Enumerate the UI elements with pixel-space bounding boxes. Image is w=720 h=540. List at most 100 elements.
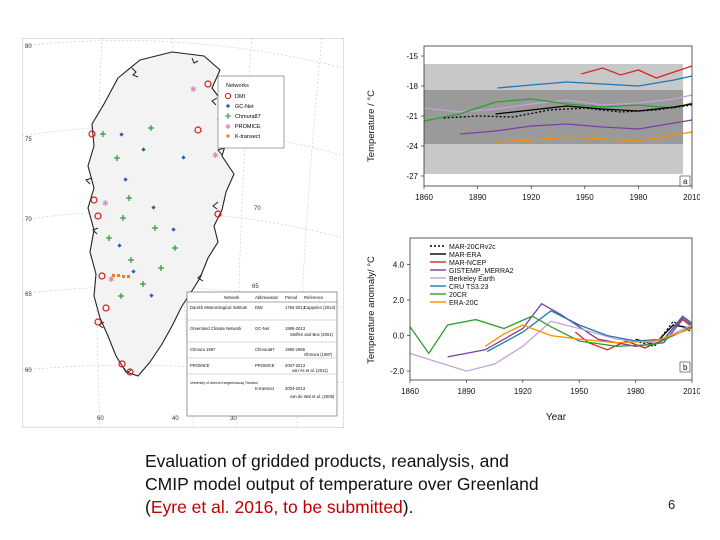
chart-b-xtick-label: 1920: [514, 387, 532, 396]
chart-b-ytick-label: 4.0: [393, 261, 405, 270]
chart-a-panel-label: a: [683, 177, 688, 186]
chart-a-xtick-label: 1860: [415, 193, 433, 202]
caption-line-3: (Eyre et al. 2016, to be submitted).: [145, 496, 635, 519]
legend-title: Networks: [226, 83, 249, 89]
table-header-network: Network: [224, 295, 240, 300]
legend-b-label-gistemp-merra2: GISTEMP_MERRA2: [449, 268, 514, 275]
chart-a-line-cru-ts3-23: [497, 75, 693, 89]
chart-a-absolute-temperature: Temperature / °C -15 -18 -21 -24 -27 1860 189…: [360, 38, 701, 218]
chart-b-xtick-label: 1890: [458, 387, 476, 396]
network-table: Network Abbreviation Period Reference Da…: [186, 291, 338, 417]
chart-a-panel-box: [679, 175, 691, 187]
table-row1-network: Danish Meteorological Institute: [190, 305, 248, 310]
chart-b-line-cru-ts3-23: [486, 310, 693, 353]
table-row4-abbr: PROMICE: [255, 363, 275, 368]
chart-a-inner-spread: [424, 90, 684, 144]
chart-b-temperature-anomaly: Temperature anomaly/ °C 4.0 2.0 0.0 -2.0 18…: [360, 230, 701, 425]
table-row4-period: 2007-2013: [285, 363, 306, 368]
table-row4-network: PROMICE: [190, 363, 210, 368]
table-row5-period: 2003-2013: [285, 386, 306, 391]
chart-a-ytick-label: -15: [406, 52, 418, 61]
chart-a-ytick-label: -24: [406, 142, 418, 151]
chart-a-ytick-label: -18: [406, 82, 418, 91]
chart-b-line-gistemp-merra2: [447, 302, 693, 358]
chart-b-panel-box: [679, 361, 691, 373]
table-row4-ref: van As et al. (2011): [292, 368, 328, 373]
caption-line-1: Evaluation of gridded products, reanalys…: [145, 451, 509, 471]
map-svg: 80 75 70 65 60 60 40 30 70 65: [21, 37, 345, 429]
table-row1-ref: Cappelen (2014): [304, 305, 336, 310]
legend-chmura-symbol: [225, 113, 231, 119]
caption-reference: Eyre et al. 2016, to be submitted: [150, 497, 403, 517]
table-row2-period: 1995-2013: [285, 326, 306, 331]
figure-caption: Evaluation of gridded products, reanalys…: [145, 450, 635, 519]
chart-b-yticks: 4.0 2.0 0.0 -2.0: [390, 261, 410, 376]
chart-a-xtick-label: 1920: [522, 193, 540, 202]
table-row2-network: Greenland Climate Network: [190, 326, 242, 331]
chmura-stations: [100, 125, 178, 299]
lat-label-80: 80: [25, 44, 32, 50]
page-number: 6: [668, 497, 676, 512]
chart-b-xtick-label: 1860: [401, 387, 419, 396]
legend-ktransect-label: K-transect: [235, 134, 261, 140]
table-row2-ref: Steffen and Box (2001): [290, 332, 334, 337]
chart-b-axes: [409, 237, 693, 381]
lat-label-65: 65: [25, 292, 32, 298]
legend-b-label-mar-era: MAR-ERA: [449, 252, 482, 259]
table-row5-network: University of Utrecht Kangerlussuaq Tran…: [190, 381, 258, 385]
inner-lat-label-65: 65: [252, 284, 259, 290]
networks-legend: Networks DMI GC-Net Chmura87 ✱ PROMICE K…: [217, 75, 285, 149]
chart-a-line-era-20c: [495, 131, 693, 143]
caption-open-paren: (: [145, 497, 151, 517]
lon-label-40: 40: [172, 416, 179, 422]
chart-b-ytick-label: 0.0: [393, 332, 405, 341]
chart-a-ylabel: Temperature / °C: [366, 90, 377, 162]
legend-gcnet-label: GC-Net: [235, 104, 254, 110]
legend-b-label-20cr: 20CR: [449, 292, 467, 299]
lon-label-30: 30: [230, 416, 237, 422]
chart-b-line-era-20c: [484, 324, 693, 347]
ktransect-stations: [112, 274, 130, 278]
svg-text:✱: ✱: [108, 275, 115, 284]
table-row1-abbr: DMI: [255, 305, 263, 310]
chart-a-series: [423, 65, 693, 143]
legend-ktransect-symbol: [226, 134, 230, 138]
svg-text:✱: ✱: [190, 85, 197, 94]
chart-b-ylabel: Temperature anomaly/ °C: [366, 256, 377, 364]
chart-a-yticks: -15 -18 -21 -24 -27: [406, 52, 424, 181]
promice-stations: ✱ ✱ ✱ ✱: [102, 85, 219, 284]
chart-a-xtick-label: 1950: [576, 193, 594, 202]
svg-text:✱: ✱: [212, 151, 219, 160]
chart-b-series: [409, 302, 693, 372]
table-row3-ref: Ohmura (1987): [304, 352, 333, 357]
inner-lat-label-70: 70: [254, 206, 261, 212]
legend-gcnet-symbol: [225, 103, 231, 109]
chart-a-ytick-label: -21: [406, 112, 418, 121]
legend-dmi-symbol: [224, 92, 232, 100]
table-row5-abbr: K-transect: [255, 386, 275, 391]
table-row3-abbr: Chmura87: [255, 347, 275, 352]
dmi-stations: [88, 80, 222, 376]
chart-a-xtick-label: 1890: [469, 193, 487, 202]
chart-b-xtick-label: 1950: [570, 387, 588, 396]
chart-a-line-20cr: [423, 98, 693, 122]
chart-a-xtick-label: 2010: [683, 193, 700, 202]
chart-b-svg: Temperature anomaly/ °C 4.0 2.0 0.0 -2.0 18…: [366, 237, 701, 423]
chart-b-line-mar-ncep: [574, 317, 693, 351]
lat-label-70: 70: [25, 217, 32, 223]
chart-b-xtick-label: 1980: [627, 387, 645, 396]
chart-a-line-mar-era: [495, 103, 693, 115]
legend-b-label-era-20c: ERA-20C: [449, 300, 479, 307]
chart-b-line-20cr: [409, 315, 693, 355]
chart-b-xlabel: Year: [546, 412, 567, 423]
chart-a-xticks: 1860 1890 1920 1950 1980 2010: [415, 186, 701, 202]
legend-promice-symbol: ✱: [225, 123, 231, 131]
legend-b-label-mar-ncep: MAR-NCEP: [449, 260, 487, 267]
chart-b-legend: MAR-20CRv2cMAR-ERAMAR-NCEPGISTEMP_MERRA2…: [430, 244, 514, 307]
legend-b-label-berkeley-earth: Berkeley Earth: [449, 276, 495, 283]
lon-label-60: 60: [97, 416, 104, 422]
chart-a-svg: Temperature / °C -15 -18 -21 -24 -27 1860 189…: [366, 45, 701, 202]
legend-b-label-mar-20crv2c: MAR-20CRv2c: [449, 244, 496, 251]
chart-a-line-mar-20crv2c: [443, 104, 693, 119]
table-header-abbreviation: Abbreviation: [255, 295, 279, 300]
